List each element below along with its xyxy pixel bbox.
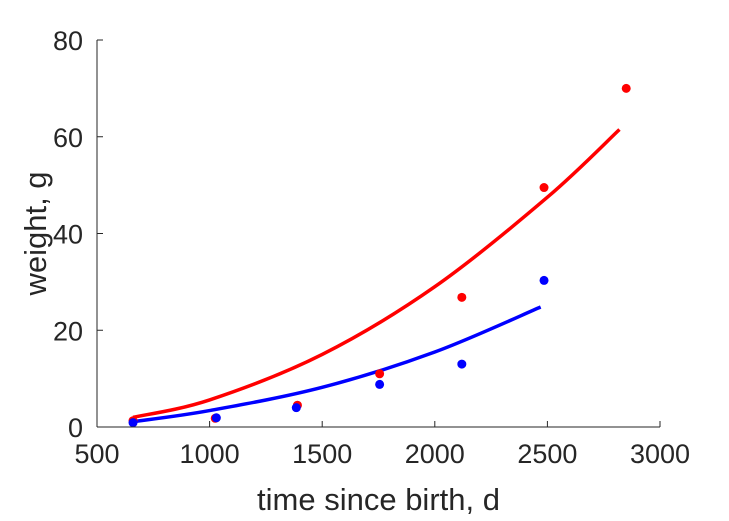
- data-point-series-2: [128, 418, 138, 428]
- x-tick-label: 1000: [180, 439, 240, 469]
- data-point-series-1: [375, 369, 385, 379]
- x-tick-label: 2500: [517, 439, 577, 469]
- y-tick-label: 20: [53, 316, 83, 346]
- data-point-series-1: [457, 292, 467, 302]
- fit-line-series-1: [132, 128, 621, 420]
- data-point-series-2: [211, 413, 221, 423]
- data-point-series-2: [457, 359, 467, 369]
- x-tick-label: 1500: [292, 439, 352, 469]
- y-tick-label: 80: [53, 26, 83, 56]
- data-point-series-2: [375, 379, 385, 389]
- y-tick-label: 0: [68, 413, 83, 443]
- x-tick-label: 2000: [405, 439, 465, 469]
- data-point-series-2: [539, 275, 549, 285]
- x-tick-label: 3000: [630, 439, 690, 469]
- x-ticks: 500 1000 1500 2000 2500 3000: [74, 421, 690, 469]
- x-tick-label: 500: [74, 439, 119, 469]
- data-point-series-2: [291, 403, 301, 413]
- y-axis-label: weight, g: [18, 171, 53, 296]
- data-point-series-1: [539, 183, 549, 193]
- fit-lines: [132, 128, 621, 424]
- fit-line-series-2: [132, 305, 542, 424]
- x-axis-label: time since birth, d: [257, 482, 500, 517]
- y-tick-label: 60: [53, 123, 83, 153]
- data-points: [128, 83, 631, 428]
- y-tick-label: 40: [53, 220, 83, 250]
- data-point-series-1: [621, 83, 631, 93]
- y-ticks: 0 20 40 60 80: [53, 26, 103, 443]
